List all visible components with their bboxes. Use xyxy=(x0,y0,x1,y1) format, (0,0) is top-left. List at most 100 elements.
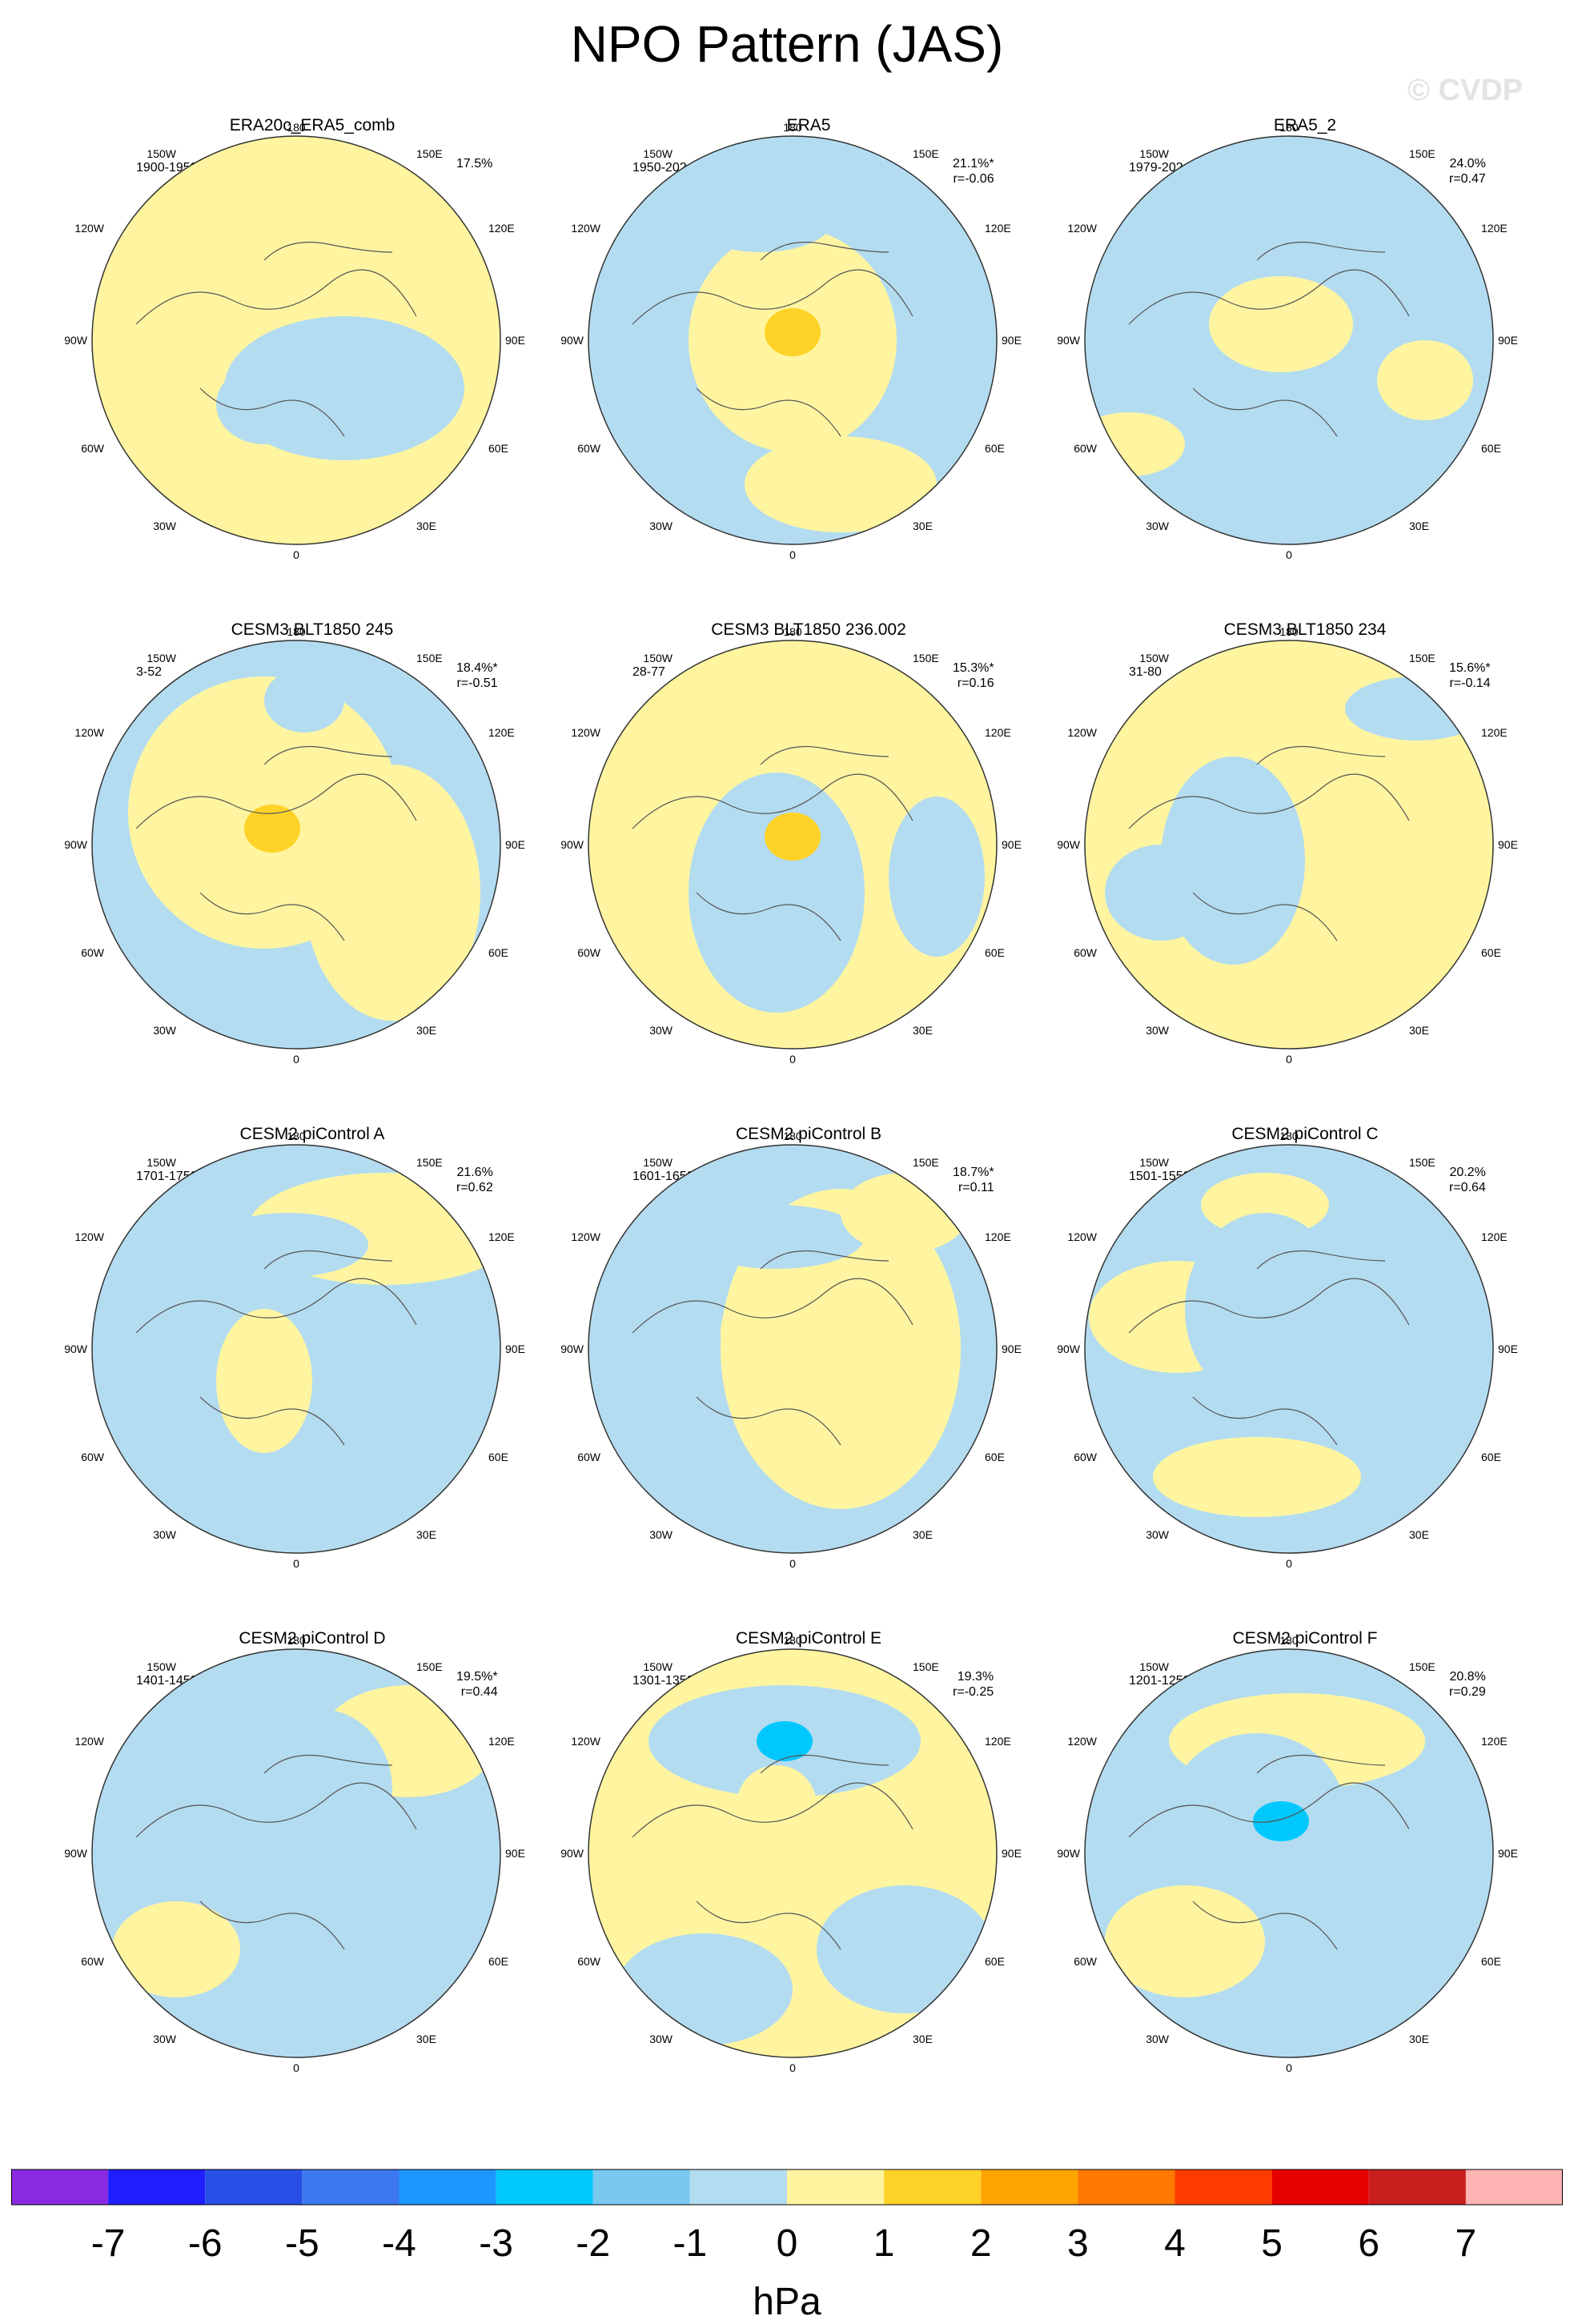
coastline xyxy=(632,1250,913,1446)
longitude-label: 90W xyxy=(64,334,88,347)
longitude-label: 120E xyxy=(1481,1230,1508,1243)
pattern-correlation: r=-0.06 xyxy=(953,172,994,186)
colorbar-segment xyxy=(205,2169,303,2205)
longitude-label: 60W xyxy=(1074,1955,1098,1968)
longitude-label: 150W xyxy=(643,1156,673,1169)
longitude-label: 150W xyxy=(147,1156,176,1169)
colorbar-tick-label: -5 xyxy=(285,2222,319,2265)
longitude-label: 0 xyxy=(293,2061,299,2074)
longitude-label: 180 xyxy=(783,1634,802,1647)
map-panel: ERA20c_ERA5_comb 1900-1959 17.5% 180 0 90E 90W… xyxy=(64,116,560,596)
anomaly-region xyxy=(232,180,360,244)
longitude-label: 180 xyxy=(287,1634,306,1647)
longitude-label: 0 xyxy=(293,1053,299,1066)
longitude-label: 150W xyxy=(1139,652,1169,664)
colorbar-segment xyxy=(302,2169,400,2205)
longitude-label: 30E xyxy=(416,1024,436,1037)
variance-explained: 19.3% xyxy=(957,1670,994,1684)
longitude-label: 120E xyxy=(1481,1735,1508,1748)
longitude-label: 150E xyxy=(913,147,939,160)
colorbar-tick-label: 4 xyxy=(1164,2222,1186,2265)
longitude-label: 60W xyxy=(1074,442,1098,455)
anomaly-region xyxy=(737,1765,817,1845)
map-panel: CESM2 piControl B 1601-1650 18.7%* r=0.11 18… xyxy=(560,1125,1057,1605)
longitude-label: 120W xyxy=(74,1735,104,1748)
coastline xyxy=(1128,746,1410,941)
anomaly-region xyxy=(689,773,865,1013)
longitude-label: 30E xyxy=(913,1528,933,1541)
coastline xyxy=(135,242,417,437)
polar-map: 180 0 90E 90W 150E 120E 60E 30E 150W 120W 60W 30W xyxy=(560,1130,1022,1570)
coastline xyxy=(1128,1250,1410,1446)
longitude-label: 150W xyxy=(1139,1660,1169,1673)
longitude-label: 120W xyxy=(571,1735,600,1748)
longitude-label: 0 xyxy=(1286,2061,1292,2074)
longitude-label: 150E xyxy=(1409,1660,1435,1673)
longitude-label: 90W xyxy=(1057,838,1081,851)
panel-stats: 18.4%* r=-0.51 xyxy=(456,660,498,691)
panel-title: CESM2 piControl A xyxy=(239,1125,385,1143)
colorbar-tick-label: 3 xyxy=(1067,2222,1089,2265)
longitude-label: 30E xyxy=(1409,1024,1429,1037)
longitude-label: 0 xyxy=(789,548,796,561)
variance-explained: 18.7%* xyxy=(953,1166,994,1179)
longitude-label: 60E xyxy=(1481,1451,1501,1463)
anomaly-region xyxy=(616,1933,793,2045)
longitude-label: 30E xyxy=(416,520,436,532)
colorbar-tick-label: 2 xyxy=(970,2222,992,2265)
polar-map: 180 0 90E 90W 150E 120E 60E 30E 150W 120W 60W 30W xyxy=(1057,1634,1518,2074)
longitude-label: 120W xyxy=(74,1230,104,1243)
map-panel: CESM3 BLT1850 234 31-80 15.6%* r=-0.14 180 0 9… xyxy=(1057,620,1553,1101)
longitude-label: 120E xyxy=(488,1230,515,1243)
panel-period: 3-52 xyxy=(136,665,163,679)
longitude-label: 90E xyxy=(505,1847,525,1860)
anomaly-region xyxy=(1377,340,1473,420)
coastline xyxy=(632,1755,913,1950)
polar-map: 180 0 90E 90W 150E 120E 60E 30E 150W 120W 60W 30W xyxy=(64,1130,525,1570)
longitude-label: 30E xyxy=(913,2033,933,2045)
panel-title: CESM2 piControl F xyxy=(1232,1629,1378,1648)
longitude-label: 180 xyxy=(783,625,802,638)
panel-stats: 19.5%* r=0.44 xyxy=(456,1669,498,1700)
variance-explained: 21.6% xyxy=(456,1166,493,1179)
longitude-label: 30E xyxy=(1409,2033,1429,2045)
longitude-label: 150E xyxy=(913,1660,939,1673)
panel-stats: 18.7%* r=0.11 xyxy=(953,1165,994,1195)
colorbar-segment xyxy=(1368,2169,1466,2205)
panel-title: ERA5_2 xyxy=(1273,116,1337,134)
anomaly-region xyxy=(1105,1885,1265,1997)
panel-period: 31-80 xyxy=(1129,665,1162,679)
anomaly-region xyxy=(721,1277,833,1389)
longitude-label: 90W xyxy=(1057,334,1081,347)
longitude-label: 150E xyxy=(416,1660,443,1673)
anomaly-region xyxy=(841,1173,969,1253)
longitude-label: 120E xyxy=(1481,726,1508,739)
longitude-label: 90W xyxy=(64,838,88,851)
polar-map: 180 0 90E 90W 150E 120E 60E 30E 150W 120W 60W 30W xyxy=(64,625,525,1066)
anomaly-region xyxy=(264,668,344,733)
longitude-label: 150E xyxy=(416,1156,443,1169)
colorbar-tick-label: -4 xyxy=(382,2222,416,2265)
longitude-label: 120W xyxy=(571,222,600,235)
longitude-label: 150W xyxy=(1139,1156,1169,1169)
colorbar-segment xyxy=(981,2169,1078,2205)
longitude-label: 120W xyxy=(1067,1735,1097,1748)
panel-stats: 20.8% r=0.29 xyxy=(1449,1669,1486,1700)
anomaly-region xyxy=(1201,1173,1329,1237)
panel-stats: 19.3% r=-0.25 xyxy=(953,1669,994,1700)
colorbar-tick-label: -3 xyxy=(479,2222,513,2265)
colorbar-tick-label: 0 xyxy=(777,2222,798,2265)
panel-stats: 15.6%* r=-0.14 xyxy=(1449,660,1491,691)
longitude-label: 60W xyxy=(81,946,105,959)
colorbar-segment xyxy=(1271,2169,1369,2205)
longitude-label: 60W xyxy=(577,1955,601,1968)
pattern-correlation: r=-0.51 xyxy=(456,676,498,690)
longitude-label: 60W xyxy=(81,1955,105,1968)
longitude-label: 0 xyxy=(1286,1053,1292,1066)
longitude-label: 150E xyxy=(913,1156,939,1169)
polar-map: 180 0 90E 90W 150E 120E 60E 30E 150W 120W 60W 30W xyxy=(560,1634,1022,2074)
longitude-label: 90E xyxy=(1498,1847,1518,1860)
longitude-label: 90E xyxy=(1002,838,1022,851)
longitude-label: 90E xyxy=(505,1343,525,1355)
colorbar-tick-label: -6 xyxy=(188,2222,223,2265)
